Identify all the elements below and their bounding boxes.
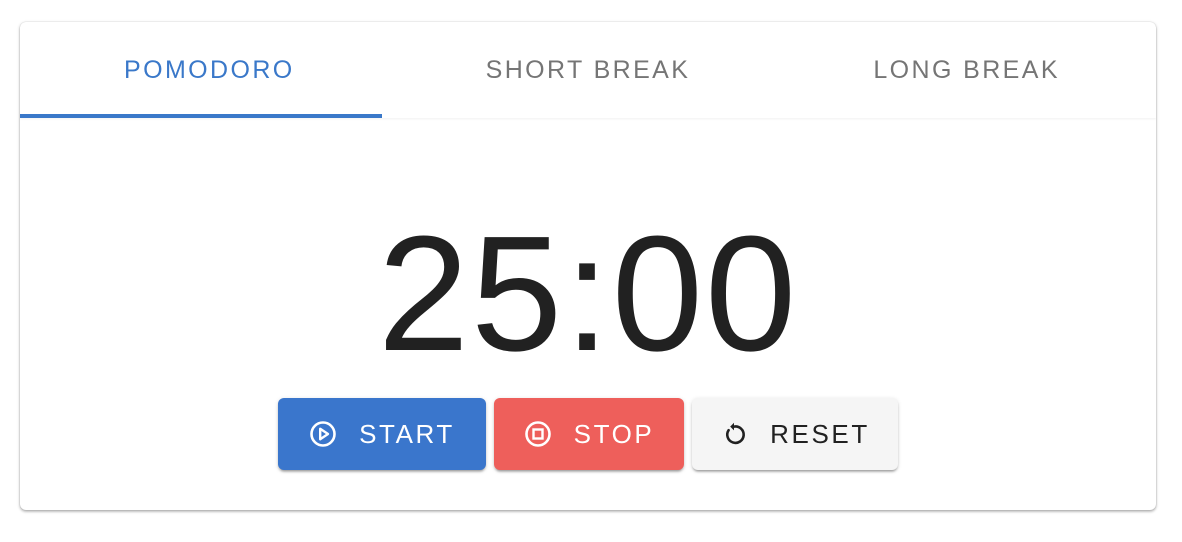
tab-long-break-label: LONG BREAK	[873, 55, 1060, 84]
stop-button[interactable]: STOP	[494, 398, 684, 470]
pomodoro-card: POMODORO SHORT BREAK LONG BREAK 25:00 ST…	[20, 22, 1156, 510]
start-button[interactable]: START	[278, 398, 486, 470]
mode-tabs: POMODORO SHORT BREAK LONG BREAK	[20, 22, 1156, 118]
tab-short-break-label: SHORT BREAK	[485, 55, 691, 84]
start-button-label: START	[359, 418, 455, 449]
reset-button-label: RESET	[770, 418, 870, 449]
restart-icon	[720, 420, 748, 448]
tab-long-break[interactable]: LONG BREAK	[777, 22, 1156, 118]
stop-circle-icon	[524, 420, 552, 448]
tab-pomodoro-label: POMODORO	[124, 55, 295, 84]
play-circle-icon	[309, 420, 337, 448]
tab-pomodoro[interactable]: POMODORO	[20, 22, 399, 118]
active-tab-indicator	[20, 114, 382, 118]
timer-display: 25:00	[377, 202, 799, 385]
tab-short-break[interactable]: SHORT BREAK	[399, 22, 778, 118]
stop-button-label: STOP	[573, 418, 655, 449]
reset-button[interactable]: RESET	[692, 398, 898, 470]
